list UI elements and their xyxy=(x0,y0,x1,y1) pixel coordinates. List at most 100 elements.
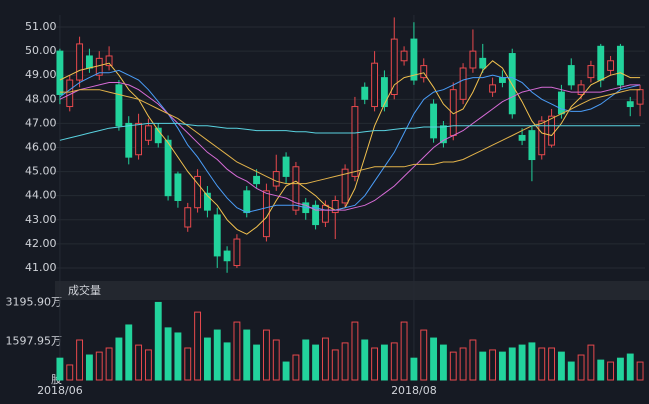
volume-bar xyxy=(400,321,408,381)
candle-body xyxy=(607,60,615,71)
volume-bar xyxy=(85,354,93,381)
volume-tick-label: 3195.90万 xyxy=(6,296,63,309)
volume-bar xyxy=(95,351,103,381)
volume-bar xyxy=(449,351,457,381)
volume-bar xyxy=(154,301,162,381)
volume-bar xyxy=(223,342,231,381)
candle-body xyxy=(164,139,172,197)
moving-average-line xyxy=(59,82,641,211)
volume-bar xyxy=(115,337,123,381)
volume-bar xyxy=(233,321,241,381)
volume-bar xyxy=(567,361,575,381)
candle-body xyxy=(361,86,369,100)
candle-body xyxy=(626,101,634,108)
volume-title: 成交量 xyxy=(68,283,101,297)
candle-body xyxy=(76,43,84,81)
volume-bar xyxy=(135,344,143,381)
candle-body xyxy=(272,171,280,187)
y-tick-label: 51.00 xyxy=(25,20,57,33)
candle-body xyxy=(292,166,300,211)
volume-bar xyxy=(174,332,182,381)
candle-body xyxy=(351,106,359,177)
volume-bar xyxy=(508,347,516,381)
candle-body xyxy=(144,125,152,141)
candle-body xyxy=(341,168,349,204)
volume-bar xyxy=(144,349,152,381)
candle-body xyxy=(282,156,290,177)
candle-body xyxy=(321,204,329,223)
volume-bar xyxy=(253,344,261,381)
volume-bar xyxy=(262,329,270,381)
volume-bar xyxy=(371,347,379,381)
y-tick-label: 45.00 xyxy=(25,165,57,178)
volume-bar xyxy=(538,347,546,381)
volume-bar xyxy=(312,344,320,381)
volume-bar xyxy=(282,361,290,381)
volume-bar xyxy=(528,342,536,381)
candle-body xyxy=(430,103,438,139)
volume-bar xyxy=(479,351,487,381)
y-tick-label: 47.00 xyxy=(25,116,57,129)
candle-body xyxy=(479,57,487,69)
candle-body xyxy=(410,38,418,81)
candle-body xyxy=(213,214,221,257)
volume-bar xyxy=(341,342,349,381)
volume-bar xyxy=(557,351,565,381)
candle-body xyxy=(528,130,536,161)
volume-bar xyxy=(213,329,221,381)
candle-body xyxy=(518,134,526,141)
volume-bar xyxy=(184,347,192,381)
candle-body xyxy=(85,55,93,69)
volume-bar xyxy=(548,347,556,381)
candle-body xyxy=(538,120,546,156)
y-tick-label: 50.00 xyxy=(25,44,57,57)
y-tick-label: 46.00 xyxy=(25,141,57,154)
candle-body xyxy=(390,38,398,95)
x-tick-label: 2018/06 xyxy=(37,384,83,397)
volume-bar xyxy=(164,327,172,381)
volume-bar xyxy=(489,349,497,381)
candle-body xyxy=(508,53,516,115)
candle-body xyxy=(636,89,644,105)
candle-body xyxy=(184,207,192,228)
volume-bar xyxy=(430,337,438,381)
volume-bar xyxy=(420,329,428,381)
candle-body xyxy=(597,45,605,81)
volume-bar xyxy=(498,351,506,381)
volume-bar xyxy=(607,361,615,381)
volume-bar xyxy=(469,339,477,381)
volume-bar xyxy=(410,357,418,381)
x-tick-label: 2018/08 xyxy=(391,384,437,397)
volume-bar xyxy=(331,349,339,381)
y-tick-label: 43.00 xyxy=(25,213,57,226)
volume-bar xyxy=(125,324,133,381)
y-tick-label: 44.00 xyxy=(25,189,57,202)
candle-body xyxy=(115,84,123,127)
volume-bar xyxy=(518,344,526,381)
y-tick-label: 41.00 xyxy=(25,261,57,274)
volume-bar xyxy=(76,339,84,381)
volume-bar xyxy=(390,342,398,381)
moving-average-line xyxy=(59,89,641,185)
candle-body xyxy=(567,65,575,86)
volume-bar xyxy=(597,359,605,381)
volume-bar xyxy=(351,321,359,381)
moving-average-line xyxy=(59,122,641,141)
volume-bar xyxy=(361,339,369,381)
volume-bar xyxy=(626,353,634,381)
candle-body xyxy=(223,250,231,262)
candle-body xyxy=(154,127,162,144)
candle-body xyxy=(371,62,379,108)
candle-body xyxy=(105,55,113,67)
candle-body xyxy=(577,84,585,96)
candle-body xyxy=(616,45,624,86)
moving-average-line xyxy=(59,69,641,214)
candle-body xyxy=(56,50,64,95)
candle-body xyxy=(469,50,477,69)
candle-body xyxy=(548,115,556,146)
candle-body xyxy=(243,190,251,214)
candle-body xyxy=(233,238,241,267)
volume-bar xyxy=(577,354,585,381)
volume-bar xyxy=(587,344,595,381)
